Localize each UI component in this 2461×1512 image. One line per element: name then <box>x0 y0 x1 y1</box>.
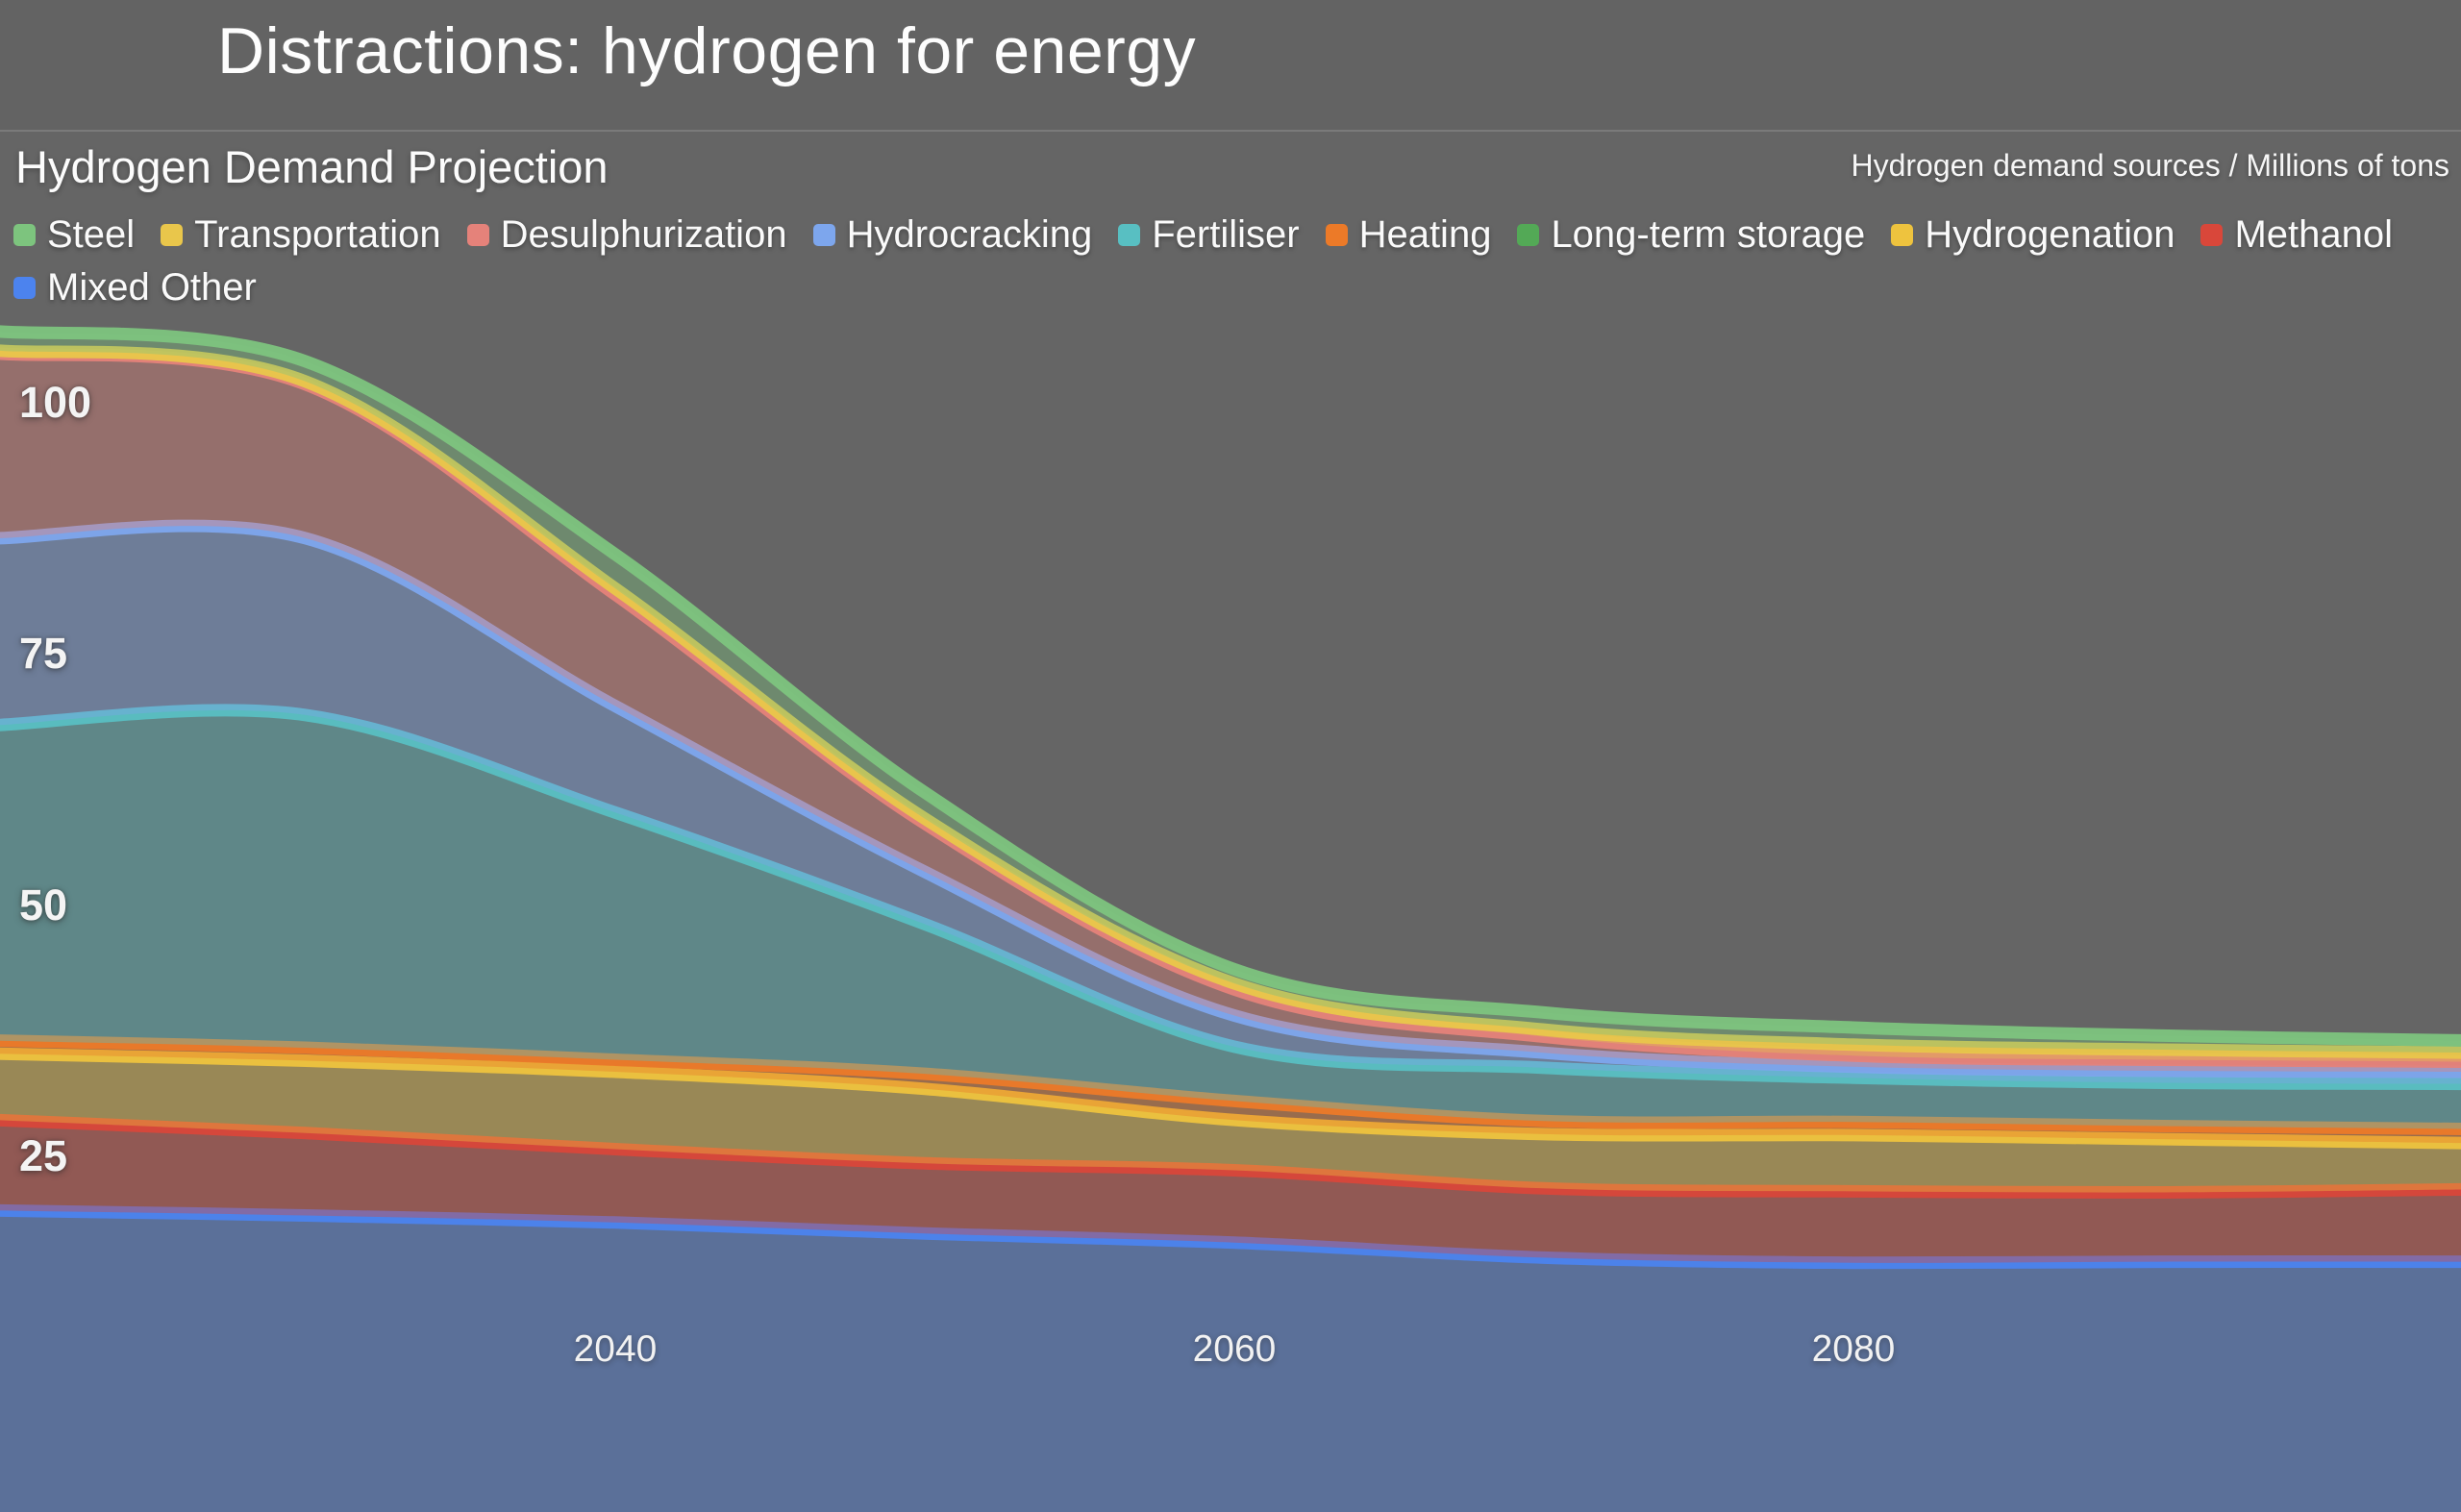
chart-units-caption: Hydrogen demand sources / Millions of to… <box>1851 148 2449 183</box>
x-axis-tick-label: 2040 <box>573 1328 658 1370</box>
legend-swatch-icon <box>161 224 184 246</box>
legend-swatch-icon <box>1517 224 1540 246</box>
series-line-transportation <box>0 344 2461 1059</box>
legend-item-mixed-other[interactable]: Mixed Other <box>13 266 257 310</box>
x-axis-tick-label: 2060 <box>1192 1328 1277 1370</box>
legend-label: Long-term storage <box>1551 213 1866 256</box>
legend-swatch-icon <box>1891 224 1914 246</box>
legend-label: Hydrogenation <box>1925 213 2175 256</box>
legend-item-methanol[interactable]: Methanol <box>2200 213 2393 257</box>
series-line-hydrogenation <box>0 1047 2461 1150</box>
stacked-area-plot <box>0 325 2461 1512</box>
hydrogen-demand-chart <box>0 132 2461 1512</box>
legend-label: Hydrocracking <box>846 213 1093 256</box>
area-band-desulphurization <box>0 353 2461 1072</box>
legend-item-long-term-storage[interactable]: Long-term storage <box>1517 213 1865 257</box>
legend-label: Methanol <box>2234 213 2394 256</box>
y-axis-tick-label: 75 <box>19 629 68 679</box>
legend-item-transportation[interactable]: Transportation <box>161 213 441 257</box>
series-line-heating <box>0 1034 2461 1135</box>
legend-label: Mixed Other <box>47 266 257 309</box>
legend-swatch-icon <box>2200 224 2224 246</box>
y-axis-tick-label: 25 <box>19 1130 68 1180</box>
legend-label: Transportation <box>194 213 441 256</box>
legend-item-fertiliser[interactable]: Fertiliser <box>1118 213 1300 257</box>
legend-item-heating[interactable]: Heating <box>1325 213 1492 257</box>
x-axis-tick-label: 2080 <box>1811 1328 1896 1370</box>
legend-swatch-icon <box>13 224 36 246</box>
chart-legend: Steel Transportation Desulphurization Hydro… <box>13 213 2455 310</box>
legend-item-steel[interactable]: Steel <box>13 213 135 257</box>
area-band-methanol <box>0 1120 2461 1263</box>
legend-swatch-icon <box>812 224 835 246</box>
legend-swatch-icon <box>13 277 36 299</box>
legend-item-desulphurization[interactable]: Desulphurization <box>466 213 787 257</box>
legend-item-hydrocracking[interactable]: Hydrocracking <box>812 213 1093 257</box>
chart-title: Hydrogen Demand Projection <box>15 141 609 192</box>
legend-item-hydrogenation[interactable]: Hydrogenation <box>1891 213 2175 257</box>
legend-label: Heating <box>1358 213 1492 256</box>
legend-swatch-icon <box>1118 224 1141 246</box>
series-line-fertiliser <box>0 704 2461 1091</box>
series-line-methanol <box>0 1113 2461 1200</box>
y-axis-tick-label: 50 <box>19 880 68 930</box>
slide-title-bar: Distractions: hydrogen for energy <box>0 0 2461 132</box>
area-band-hydrocracking <box>0 526 2461 1084</box>
y-axis-tick-label: 100 <box>19 377 92 427</box>
legend-label: Fertiliser <box>1152 213 1300 256</box>
legend-label: Desulphurization <box>500 213 787 256</box>
area-band-heating <box>0 1040 2461 1144</box>
series-line-hydrocracking <box>0 519 2461 1078</box>
slide-title: Distractions: hydrogen for energy <box>217 14 1197 87</box>
legend-label: Steel <box>47 213 136 256</box>
legend-swatch-icon <box>1325 224 1348 246</box>
legend-swatch-icon <box>466 224 489 246</box>
series-line-steel <box>0 325 2461 1047</box>
series-line-mixed-other <box>0 1203 2461 1270</box>
